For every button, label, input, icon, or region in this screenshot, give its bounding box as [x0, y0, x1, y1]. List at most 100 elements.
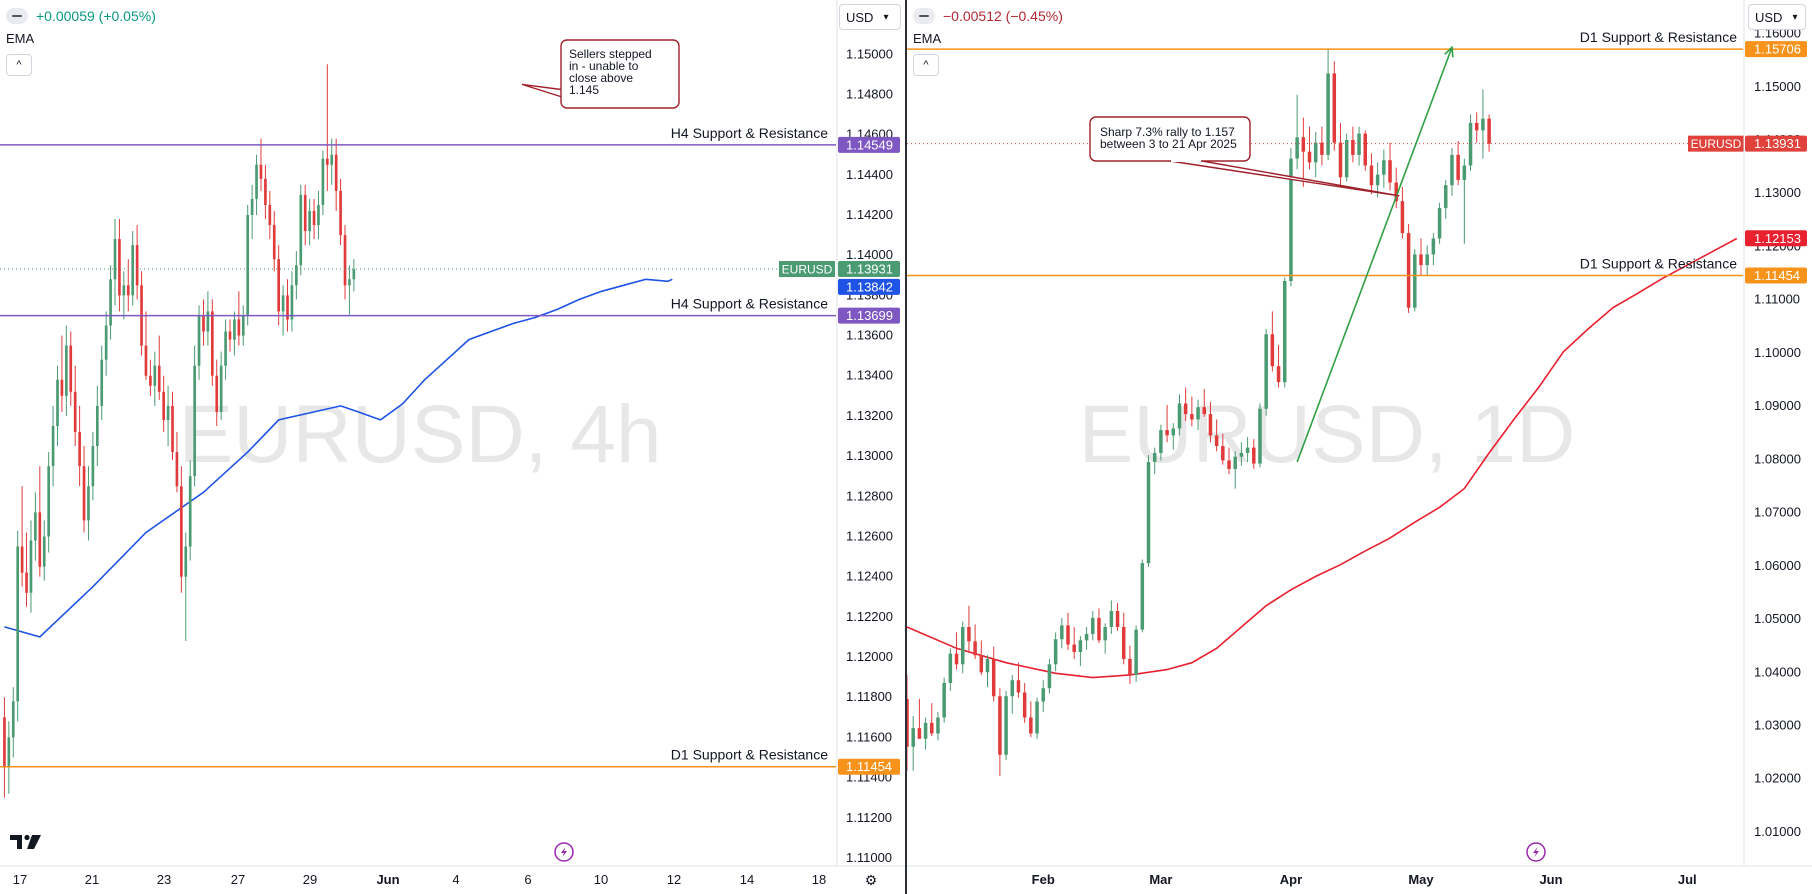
lightning-icon-bolt	[1533, 847, 1539, 857]
time-tick-label: 6	[524, 872, 531, 887]
chart-panel-4h[interactable]: EURUSD, 4h H4 Support & Resistance H4 Supp…	[0, 0, 905, 894]
support-resistance-label: H4 Support & Resistance	[671, 296, 828, 312]
candle-body	[25, 572, 28, 593]
price-tag	[838, 136, 900, 153]
gear-icon[interactable]: ⚙	[865, 872, 878, 888]
candle-body	[1177, 403, 1182, 429]
candle-body	[153, 365, 157, 386]
candle-body	[991, 658, 996, 697]
time-tick-label: 18	[812, 872, 826, 887]
candle-body	[16, 546, 20, 702]
hide-legend-button[interactable]	[6, 8, 28, 24]
candle-body	[985, 658, 990, 673]
price-tick-label: 1.07000	[1754, 505, 1801, 520]
candle-body	[149, 375, 152, 386]
candle-body	[1010, 680, 1015, 697]
annotation-text: in - unable to	[569, 59, 639, 73]
hide-legend-button[interactable]	[913, 8, 935, 24]
annotation-text: 1.145	[569, 83, 599, 97]
candle-body	[60, 379, 64, 396]
candle-body	[979, 655, 984, 673]
candle-body	[157, 365, 161, 392]
candle-body	[1022, 692, 1027, 718]
time-tick-label: Jun	[376, 872, 399, 887]
candle-body	[1264, 334, 1268, 409]
lightning-icon[interactable]	[1526, 842, 1546, 862]
price-tick-label: 1.12200	[846, 609, 893, 624]
candle-body	[180, 486, 183, 577]
candle-body	[1468, 122, 1473, 166]
candle-body	[1245, 447, 1250, 453]
indicator-label[interactable]: EMA	[6, 31, 35, 46]
price-tick-label: 1.15000	[1754, 79, 1801, 94]
candle-body	[175, 452, 179, 487]
price-tag-label: 1.13931	[1754, 136, 1801, 151]
time-tick-label: 29	[303, 872, 317, 887]
indicator-label[interactable]: EMA	[913, 31, 942, 46]
candle-body	[1338, 142, 1343, 178]
time-tick-label: 10	[594, 872, 608, 887]
candle-body	[1419, 254, 1423, 266]
support-resistance-label: H4 Support & Resistance	[671, 125, 828, 141]
collapse-legend-button[interactable]: ^	[6, 54, 32, 76]
candle-body	[1109, 611, 1114, 628]
collapse-legend-button[interactable]: ^	[913, 54, 939, 76]
annotation-text: Sharp 7.3% rally to 1.157	[1100, 125, 1235, 139]
candle-body	[299, 194, 303, 266]
candle-body	[56, 379, 59, 426]
candle-body	[255, 164, 258, 199]
chart-panel-daily[interactable]: EURUSD, 1D D1 Support & Resistance D1 Supp…	[907, 0, 1812, 894]
candle-body	[1481, 118, 1485, 131]
candle-body	[1450, 154, 1454, 186]
price-tick-label: 1.14200	[846, 207, 893, 222]
panel-divider[interactable]	[905, 0, 907, 894]
lightning-icon[interactable]	[554, 842, 574, 862]
candle-body	[303, 194, 307, 232]
candle-body	[1258, 408, 1262, 464]
candle-body	[126, 285, 130, 296]
currency-selector[interactable]: USD ▾	[839, 4, 901, 30]
candle-body	[1221, 446, 1225, 461]
candle-body	[109, 279, 112, 326]
candle-body	[1295, 137, 1299, 159]
price-tick-label: 1.04000	[1754, 664, 1801, 679]
price-tick-label: 1.12400	[846, 569, 893, 584]
candle-body	[95, 405, 99, 447]
candle-body	[228, 331, 232, 340]
candle-body	[1474, 122, 1479, 131]
legend-bar: +0.00059 (+0.05%)	[6, 6, 156, 26]
candle-body	[998, 696, 1002, 755]
chart-canvas-4h[interactable]: EURUSD, 4h H4 Support & Resistance H4 Supp…	[0, 0, 905, 894]
lightning-icon-bolt	[561, 847, 567, 857]
price-tick-label: 1.08000	[1754, 451, 1801, 466]
price-tag	[838, 307, 900, 324]
candle-body	[1233, 456, 1237, 469]
candle-body	[277, 259, 280, 312]
price-tag-label: 1.13699	[846, 308, 893, 323]
candle-body	[1357, 133, 1361, 155]
candle-body	[131, 245, 135, 296]
candle-body	[330, 154, 334, 165]
chart-canvas-daily[interactable]: EURUSD, 1D D1 Support & Resistance D1 Supp…	[907, 0, 1812, 894]
candle-body	[352, 269, 356, 280]
candle-body	[290, 285, 294, 320]
watermark-text: EURUSD, 1D	[1079, 389, 1576, 480]
candle-body	[162, 391, 165, 420]
candle-body	[286, 295, 289, 320]
candle-body	[78, 431, 81, 467]
candle-body	[241, 315, 245, 336]
price-tick-label: 1.11600	[846, 729, 892, 744]
price-tick-label: 1.06000	[1754, 558, 1801, 573]
symbol-tag-label: EURUSD	[1691, 137, 1742, 151]
currency-selector[interactable]: USD ▾	[1748, 4, 1806, 30]
candle-body	[923, 722, 928, 739]
candle-body	[1270, 334, 1275, 367]
price-tick-label: 1.03000	[1754, 717, 1801, 732]
candle-body	[1406, 233, 1411, 308]
price-tick-label: 1.11800	[846, 689, 892, 704]
candle-body	[1394, 182, 1398, 202]
candle-body	[948, 653, 953, 683]
price-change-text: −0.00512 (−0.45%)	[943, 8, 1063, 24]
candle-body	[233, 319, 236, 340]
candle-body	[334, 154, 338, 191]
